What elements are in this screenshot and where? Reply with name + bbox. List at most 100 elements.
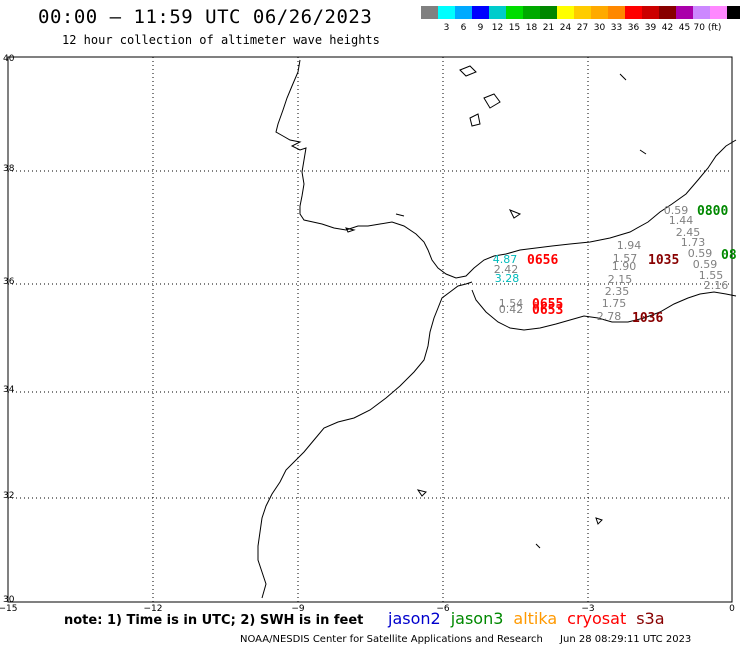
color-scale-swatch — [557, 6, 574, 19]
wave-height-value: 1.55 — [699, 269, 724, 282]
footer-credit: NOAA/NESDIS Center for Satellite Applica… — [240, 634, 543, 645]
y-tick-label: 32 — [3, 491, 14, 501]
note-text: note: 1) Time is in UTC; 2) SWH is in fe… — [64, 613, 364, 628]
pass-time-label: 1035 — [648, 253, 679, 268]
wave-height-value: 1.44 — [669, 214, 694, 227]
pass-time-label: 1036 — [632, 311, 663, 326]
color-scale-swatch — [659, 6, 676, 19]
color-scale-label: 15 — [508, 23, 521, 33]
wave-height-value: 1.94 — [617, 239, 642, 252]
island — [345, 227, 356, 233]
color-scale-swatch — [574, 6, 591, 19]
axis-ticks: −15 −12 −9 −6 −3 0 40 38 36 34 32 30 — [0, 54, 735, 614]
y-tick-label: 36 — [3, 277, 15, 287]
pass-time-label: 0653 — [532, 303, 563, 318]
color-scale-swatch — [523, 6, 540, 19]
color-scale-label: 70 (ft) — [693, 23, 722, 33]
legend-entry-jason2: jason2 — [388, 609, 441, 628]
wave-height-value: 1.75 — [602, 297, 627, 310]
legend-entry-s3a: s3a — [636, 609, 665, 628]
color-scale-label: 21 — [542, 23, 555, 33]
legend-entry-jason3: jason3 — [450, 609, 504, 628]
footer-timestamp: Jun 28 08:29:11 UTC 2023 — [560, 634, 692, 645]
color-scale-label: 12 — [491, 23, 504, 33]
wave-height-value: 0.59 — [688, 247, 713, 260]
wave-height-value: 1.90 — [612, 260, 637, 273]
color-scale-label: 6 — [460, 23, 467, 33]
x-tick-label: −6 — [436, 604, 450, 614]
color-scale-swatch — [421, 6, 438, 19]
color-scale-swatch — [608, 6, 625, 19]
graticule-grid — [7, 56, 733, 603]
wave-height-value: 2.15 — [608, 273, 633, 286]
island — [639, 149, 647, 155]
y-tick-label: 34 — [3, 385, 15, 395]
legend-entry-altika: altika — [513, 609, 558, 628]
color-scale-swatch — [676, 6, 693, 19]
pass-time-label: 08 — [721, 248, 737, 263]
wave-height-value: 0.42 — [499, 303, 524, 316]
color-scale-swatch — [727, 6, 740, 19]
island — [469, 113, 481, 127]
color-scale-swatch — [438, 6, 455, 19]
y-tick-label: 38 — [3, 164, 15, 174]
coastline-north-africa — [257, 281, 473, 599]
color-scale-swatch — [693, 6, 710, 19]
color-scale-label: 24 — [559, 23, 572, 33]
wave-height-value: 0.59 — [693, 258, 718, 271]
color-scale-label: 3 — [443, 23, 450, 33]
island — [619, 73, 627, 81]
wave-height-value: 0.59 — [664, 204, 689, 217]
wave-height-value: 3.28 — [495, 272, 520, 285]
x-tick-label: 0 — [729, 604, 735, 614]
color-scale-swatch — [455, 6, 472, 19]
color-scale-label: 45 — [678, 23, 691, 33]
island — [416, 489, 427, 497]
color-scale-swatch — [540, 6, 557, 19]
color-scale-swatch — [489, 6, 506, 19]
color-scale-label: 33 — [610, 23, 623, 33]
island — [595, 517, 603, 525]
x-tick-label: −15 — [0, 604, 18, 614]
color-scale-swatch — [642, 6, 659, 19]
legend-entry-cryosat: cryosat — [567, 609, 627, 628]
island — [483, 93, 501, 109]
pass-time-label: 0655 — [532, 297, 563, 312]
color-scale-label: 42 — [661, 23, 674, 33]
island — [508, 209, 522, 219]
wave-height-value: 2.42 — [494, 263, 519, 276]
wave-height-value: 4.87 — [493, 253, 518, 266]
wave-height-value: 1.73 — [681, 236, 706, 249]
x-tick-label: −3 — [581, 604, 594, 614]
island — [459, 65, 477, 77]
color-scale-label: 30 — [593, 23, 606, 33]
coastline-morocco-med — [471, 289, 737, 331]
color-scale-label: 36 — [627, 23, 640, 33]
map-frame — [7, 56, 733, 603]
wave-height-value: 1.54 — [499, 297, 524, 310]
color-scale-swatch — [506, 6, 523, 19]
wave-height-value: 1.57 — [613, 252, 638, 265]
footer: NOAA/NESDIS Center for Satellite Applica… — [240, 634, 691, 645]
island — [395, 213, 405, 217]
color-scale-label: 39 — [644, 23, 657, 33]
color-scale-swatch — [710, 6, 727, 19]
color-scale-label: 18 — [525, 23, 538, 33]
y-tick-label: 40 — [3, 54, 15, 64]
color-scale-swatch — [472, 6, 489, 19]
wave-height-value: 2.35 — [605, 285, 630, 298]
satellite-legend: jason2 jason3 altika cryosat s3a — [388, 609, 675, 628]
wave-height-value: 2.16 — [704, 279, 729, 292]
x-tick-label: −9 — [291, 604, 305, 614]
wave-height-value: 2.45 — [676, 226, 701, 239]
x-tick-label: −12 — [144, 604, 163, 614]
chart-title: 00:00 – 11:59 UTC 06/26/2023 — [38, 6, 373, 28]
pass-time-label: 0800 — [697, 204, 728, 219]
coastline-portugal — [275, 59, 737, 279]
y-tick-label: 30 — [3, 595, 15, 605]
pass-time-label: 0656 — [527, 253, 558, 268]
island — [535, 543, 541, 549]
color-scale-swatch — [591, 6, 608, 19]
